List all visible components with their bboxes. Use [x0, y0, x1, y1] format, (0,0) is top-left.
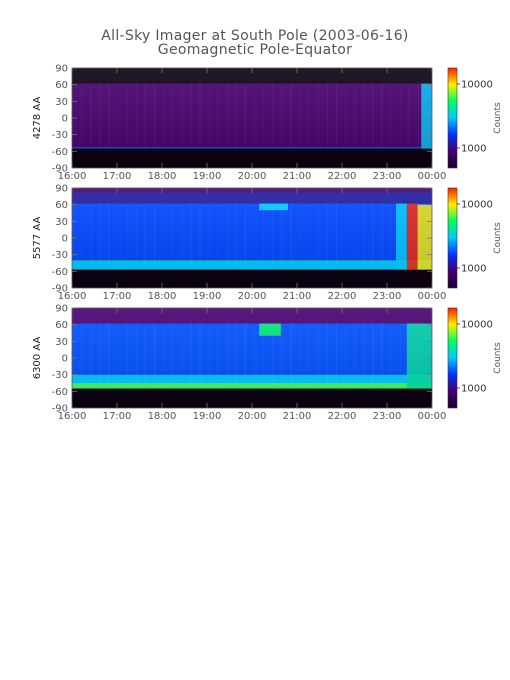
x-tick-label: 17:00 [103, 291, 132, 302]
x-tick-label: 19:00 [193, 171, 222, 182]
y-tick-label: 0 [62, 234, 68, 245]
x-tick-label: 00:00 [418, 171, 447, 182]
y-tick-label: 90 [55, 304, 68, 315]
x-tick-label: 00:00 [418, 411, 447, 422]
x-tick-label: 16:00 [58, 171, 87, 182]
x-tick-label: 00:00 [418, 291, 447, 302]
x-tick-label: 19:00 [193, 411, 222, 422]
colorbar-label: Counts [493, 102, 503, 134]
colorbar [447, 67, 458, 169]
y-axis-label: 4278 AA [32, 97, 43, 140]
y-tick-label: -90 [52, 284, 68, 295]
x-tick-label: 16:00 [58, 411, 87, 422]
x-tick-label: 18:00 [148, 411, 177, 422]
heatmap-shade [72, 188, 432, 288]
y-tick-label: 60 [55, 320, 68, 331]
y-tick-label: 30 [55, 217, 68, 228]
y-tick-label: 0 [62, 114, 68, 125]
x-tick-label: 17:00 [103, 411, 132, 422]
colorbar [447, 307, 458, 409]
x-tick-label: 17:00 [103, 171, 132, 182]
x-tick-label: 20:00 [238, 291, 267, 302]
x-tick-label: 23:00 [373, 291, 402, 302]
y-tick-label: -90 [52, 404, 68, 415]
x-tick-label: 23:00 [373, 411, 402, 422]
colorbar-label: Counts [493, 222, 503, 254]
colorbar-tick-label: 1000 [461, 264, 486, 275]
colorbar-tick-label: 1000 [461, 384, 486, 395]
y-tick-label: 0 [62, 354, 68, 365]
y-tick-label: -60 [52, 147, 68, 158]
colorbar-tick-label: 10000 [461, 80, 493, 91]
figure-subtitle: Geomagnetic Pole-Equator [158, 42, 352, 58]
x-tick-label: 18:00 [148, 291, 177, 302]
x-tick-label: 16:00 [58, 291, 87, 302]
x-tick-label: 22:00 [328, 291, 357, 302]
colorbar-label: Counts [493, 342, 503, 374]
y-tick-label: 30 [55, 97, 68, 108]
heatmap-shade [72, 68, 432, 168]
heatmap-shade [72, 308, 432, 408]
colorbar-tick-label: 10000 [461, 200, 493, 211]
y-tick-label: 60 [55, 80, 68, 91]
x-tick-label: 20:00 [238, 411, 267, 422]
x-tick-label: 21:00 [283, 411, 312, 422]
x-tick-label: 18:00 [148, 171, 177, 182]
colorbar [447, 187, 458, 289]
y-tick-label: -60 [52, 267, 68, 278]
colorbar-tick-label: 1000 [461, 144, 486, 155]
x-tick-label: 22:00 [328, 411, 357, 422]
x-tick-label: 21:00 [283, 291, 312, 302]
y-tick-label: 90 [55, 184, 68, 195]
y-tick-label: -30 [52, 130, 68, 141]
colorbar-tick-label: 10000 [461, 320, 493, 331]
y-axis-label: 5577 AA [32, 217, 43, 260]
x-tick-label: 20:00 [238, 171, 267, 182]
y-tick-label: 30 [55, 337, 68, 348]
figure-title: All-Sky Imager at South Pole (2003-06-16… [101, 28, 408, 44]
y-tick-label: -90 [52, 164, 68, 175]
y-tick-label: -30 [52, 370, 68, 381]
y-axis-label: 6300 AA [32, 337, 43, 380]
x-tick-label: 22:00 [328, 171, 357, 182]
y-tick-label: -60 [52, 387, 68, 398]
x-tick-label: 19:00 [193, 291, 222, 302]
y-tick-label: 60 [55, 200, 68, 211]
y-tick-label: 90 [55, 64, 68, 75]
x-tick-label: 21:00 [283, 171, 312, 182]
y-tick-label: -30 [52, 250, 68, 261]
x-tick-label: 23:00 [373, 171, 402, 182]
